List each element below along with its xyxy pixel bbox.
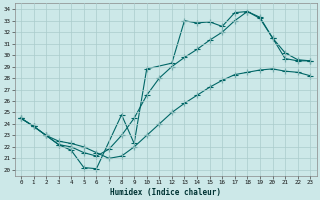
- X-axis label: Humidex (Indice chaleur): Humidex (Indice chaleur): [110, 188, 221, 197]
